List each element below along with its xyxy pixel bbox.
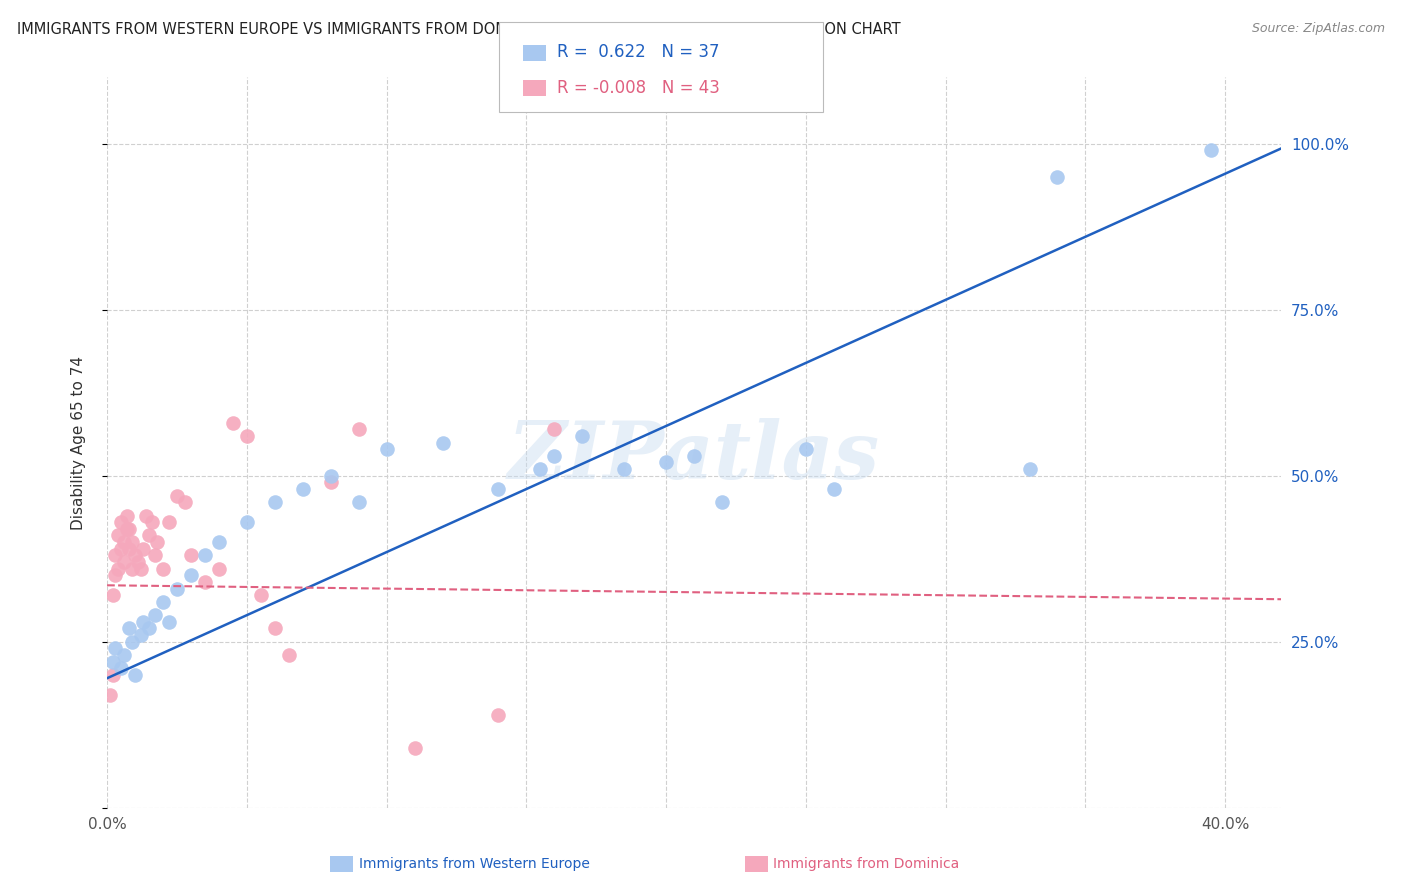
- Point: [143, 608, 166, 623]
- Point: [277, 648, 299, 662]
- Point: [291, 482, 314, 496]
- Point: [166, 582, 188, 596]
- Point: [152, 595, 174, 609]
- Point: [129, 562, 152, 576]
- Point: [118, 622, 141, 636]
- Point: [222, 416, 245, 430]
- Text: Immigrants from Dominica: Immigrants from Dominica: [773, 857, 959, 871]
- Point: [129, 628, 152, 642]
- Point: [124, 549, 146, 563]
- Point: [112, 555, 135, 569]
- Point: [613, 462, 636, 476]
- Point: [208, 562, 231, 576]
- Point: [543, 422, 565, 436]
- Point: [571, 429, 593, 443]
- Point: [118, 541, 141, 556]
- Text: ZIPatlas: ZIPatlas: [508, 418, 880, 496]
- Point: [101, 655, 124, 669]
- Point: [121, 634, 143, 648]
- Point: [110, 661, 132, 675]
- Point: [1018, 462, 1040, 476]
- Point: [112, 648, 135, 662]
- Point: [101, 668, 124, 682]
- Point: [110, 541, 132, 556]
- Point: [1199, 144, 1222, 158]
- Text: IMMIGRANTS FROM WESTERN EUROPE VS IMMIGRANTS FROM DOMINICA DISABILITY AGE 65 TO : IMMIGRANTS FROM WESTERN EUROPE VS IMMIGR…: [17, 22, 900, 37]
- Point: [141, 515, 163, 529]
- Point: [101, 588, 124, 602]
- Point: [180, 568, 202, 582]
- Point: [166, 489, 188, 503]
- Point: [115, 508, 138, 523]
- Point: [104, 641, 127, 656]
- Point: [236, 429, 259, 443]
- Point: [347, 495, 370, 509]
- Point: [146, 535, 169, 549]
- Point: [174, 495, 197, 509]
- Point: [236, 515, 259, 529]
- Point: [143, 549, 166, 563]
- Point: [1046, 169, 1069, 184]
- Point: [529, 462, 551, 476]
- Point: [107, 528, 129, 542]
- Point: [121, 562, 143, 576]
- Point: [486, 482, 509, 496]
- Point: [823, 482, 845, 496]
- Point: [127, 555, 149, 569]
- Point: [132, 615, 155, 629]
- Point: [683, 449, 706, 463]
- Point: [107, 562, 129, 576]
- Text: R = -0.008   N = 43: R = -0.008 N = 43: [557, 79, 720, 97]
- Point: [157, 615, 180, 629]
- Point: [138, 528, 160, 542]
- Point: [104, 568, 127, 582]
- Point: [110, 515, 132, 529]
- Point: [263, 495, 285, 509]
- Point: [157, 515, 180, 529]
- Point: [655, 455, 678, 469]
- Point: [404, 740, 426, 755]
- Point: [194, 549, 217, 563]
- Point: [794, 442, 817, 457]
- Point: [115, 522, 138, 536]
- Point: [250, 588, 273, 602]
- Text: Source: ZipAtlas.com: Source: ZipAtlas.com: [1251, 22, 1385, 36]
- Point: [711, 495, 734, 509]
- Text: R =  0.622   N = 37: R = 0.622 N = 37: [557, 43, 720, 61]
- Point: [138, 622, 160, 636]
- Point: [135, 508, 157, 523]
- Text: Immigrants from Western Europe: Immigrants from Western Europe: [359, 857, 589, 871]
- Point: [375, 442, 398, 457]
- Point: [347, 422, 370, 436]
- Point: [104, 549, 127, 563]
- Y-axis label: Disability Age 65 to 74: Disability Age 65 to 74: [72, 356, 86, 530]
- Point: [118, 522, 141, 536]
- Point: [486, 707, 509, 722]
- Point: [121, 535, 143, 549]
- Point: [132, 541, 155, 556]
- Point: [152, 562, 174, 576]
- Point: [98, 688, 121, 702]
- Point: [208, 535, 231, 549]
- Point: [194, 574, 217, 589]
- Point: [432, 435, 454, 450]
- Point: [180, 549, 202, 563]
- Point: [319, 475, 342, 490]
- Point: [112, 535, 135, 549]
- Point: [319, 468, 342, 483]
- Point: [263, 622, 285, 636]
- Point: [124, 668, 146, 682]
- Point: [543, 449, 565, 463]
